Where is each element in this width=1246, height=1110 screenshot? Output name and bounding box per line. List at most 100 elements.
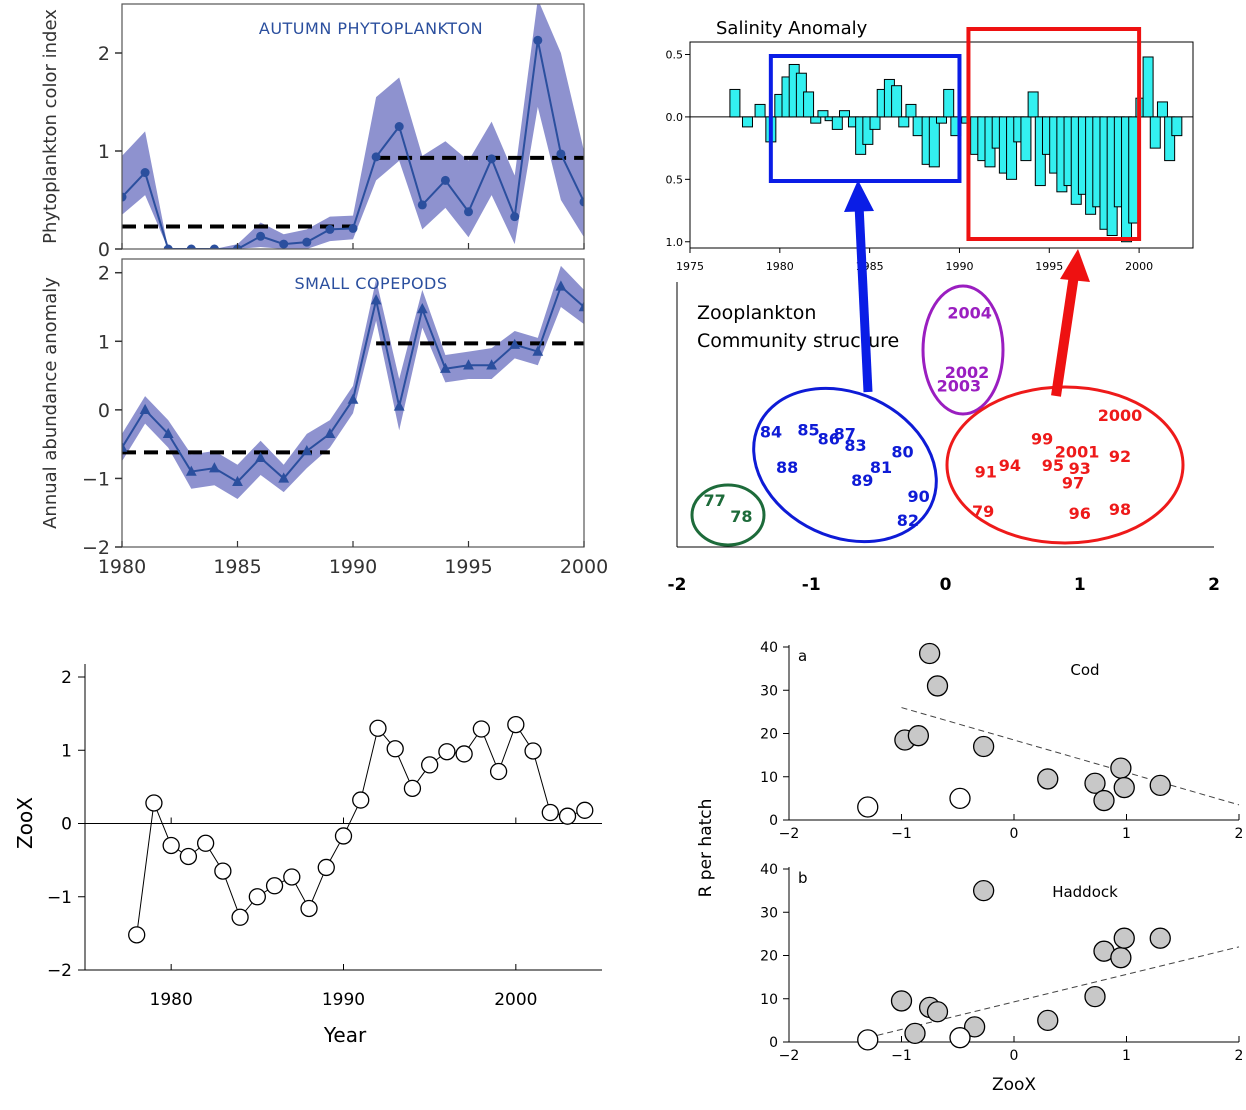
year-label: 97: [1062, 474, 1084, 493]
x-tick-label: −2: [779, 826, 800, 842]
data-point: [972, 735, 995, 758]
salinity-bar: [803, 91, 815, 118]
data-point: [963, 1016, 986, 1038]
data-point: [579, 197, 584, 207]
arrow-head-blue: [844, 180, 874, 212]
data-point: [1084, 985, 1106, 1008]
salinity-bar: [898, 116, 910, 128]
salinity-bar: [891, 85, 903, 118]
data-point: [209, 244, 219, 249]
y-tick-label: 2: [98, 43, 110, 65]
panel-letter: a: [798, 647, 807, 665]
data-point: [317, 858, 335, 877]
data-point: [255, 451, 266, 463]
x-tick-label: 2000: [494, 990, 537, 1010]
y-tick-label: 20: [760, 949, 778, 965]
x-tick-label: 1: [1122, 826, 1131, 842]
data-point: [386, 740, 404, 758]
data-point: [140, 168, 150, 178]
x-tick-label: 2: [1235, 1048, 1244, 1064]
data-point: [532, 345, 544, 356]
y-tick-label: 0: [61, 815, 72, 835]
data-point: [185, 465, 197, 476]
year-label: 88: [776, 458, 798, 477]
data-point-open: [949, 787, 971, 810]
trend-line: [867, 946, 1240, 1039]
data-point: [1037, 768, 1059, 790]
data-point: [972, 879, 995, 902]
data-point: [324, 427, 336, 439]
uncertainty-band: [122, 265, 584, 499]
highlight-box-1990s: [966, 27, 1142, 241]
y-tick-label: 30: [760, 683, 778, 699]
data-point: [403, 779, 422, 797]
year-label: 90: [908, 487, 930, 506]
year-label: 83: [844, 436, 866, 455]
year-label: 95: [1042, 456, 1064, 475]
data-point: [524, 742, 542, 760]
cluster-blue: [752, 386, 938, 544]
y-tick-label: 2: [61, 668, 72, 688]
data-point: [1110, 947, 1132, 969]
salinity-bar: [1006, 116, 1018, 180]
y-tick-label: 0: [98, 239, 110, 261]
data-point: [122, 441, 128, 452]
x-tick-label: 0: [1010, 1048, 1019, 1064]
data-point: [325, 224, 335, 234]
data-point: [440, 175, 450, 185]
arrow-shaft-blue: [854, 204, 873, 393]
salinity-bar: [869, 116, 881, 130]
data-point: [301, 445, 313, 456]
y-tick-label: 10: [760, 992, 778, 1008]
data-point: [334, 827, 353, 845]
salinity-bar: [862, 116, 874, 145]
data-point: [352, 791, 370, 809]
year-label: 98: [1109, 500, 1131, 519]
data-point: [926, 675, 949, 697]
haddock-chart: 0 10 20 30 40 −2 −1 0 1 2 b Haddock ZooX: [760, 862, 1243, 1095]
salinity-bar: [810, 116, 822, 124]
data-point: [555, 280, 567, 291]
x-tick-label: 2: [1235, 826, 1244, 842]
data-point-open: [857, 796, 879, 818]
y-axis-label: R per hatch: [696, 799, 716, 898]
salinity-bar: [838, 110, 850, 118]
data-point: [421, 756, 439, 774]
salinity-bar: [936, 116, 947, 124]
y-tick-label: −1: [82, 468, 110, 490]
salinity-bar: [1156, 101, 1168, 118]
salinity-bar: [1142, 56, 1154, 118]
year-label: 94: [999, 456, 1021, 475]
data-point: [440, 362, 451, 373]
year-label: 79: [972, 502, 994, 521]
data-point: [533, 35, 543, 45]
y-tick-label: 40: [760, 862, 778, 878]
data-point: [918, 642, 941, 665]
data-point: [186, 244, 196, 249]
year-label: 86: [818, 429, 840, 448]
salinity-bar: [928, 116, 940, 168]
data-point: [369, 719, 387, 737]
year-label: 92: [1109, 447, 1131, 466]
data-point: [558, 807, 577, 825]
x-tick-label: 1990: [322, 990, 365, 1010]
y-tick-label: 0: [769, 1035, 778, 1051]
data-point: [371, 152, 381, 162]
cod-chart: 0 10 20 30 40 −2 −1 0 1 2 a Cod R per hatch: [696, 640, 1243, 897]
x-tick-label: −2: [779, 1048, 800, 1064]
x-tick-label: 2000: [560, 556, 608, 578]
data-point: [541, 803, 559, 822]
salinity-bar: [1171, 116, 1183, 137]
y-tick-label: 1: [98, 141, 110, 163]
y-tick-label: 40: [760, 640, 778, 656]
salinity-chart: 1975 1980 1985 1990 1995 20000.50.00.51.0Sali…: [666, 18, 1194, 273]
x-tick-label: 2000: [1125, 260, 1153, 273]
data-point: [196, 834, 215, 852]
year-label: 82: [897, 511, 919, 530]
year-label: 85: [797, 421, 819, 440]
x-tick-label: −1: [891, 826, 912, 842]
y-tick-label: 1.0: [666, 236, 684, 249]
community-chart: -2 -1 0 1 2 Zooplankton Community structure 77 7…: [668, 282, 1220, 595]
data-point: [265, 877, 284, 895]
phyto-chart: 0 1 2 AUTUMN PHYTOPLANKTON Phytoplankton col…: [40, 3, 585, 261]
